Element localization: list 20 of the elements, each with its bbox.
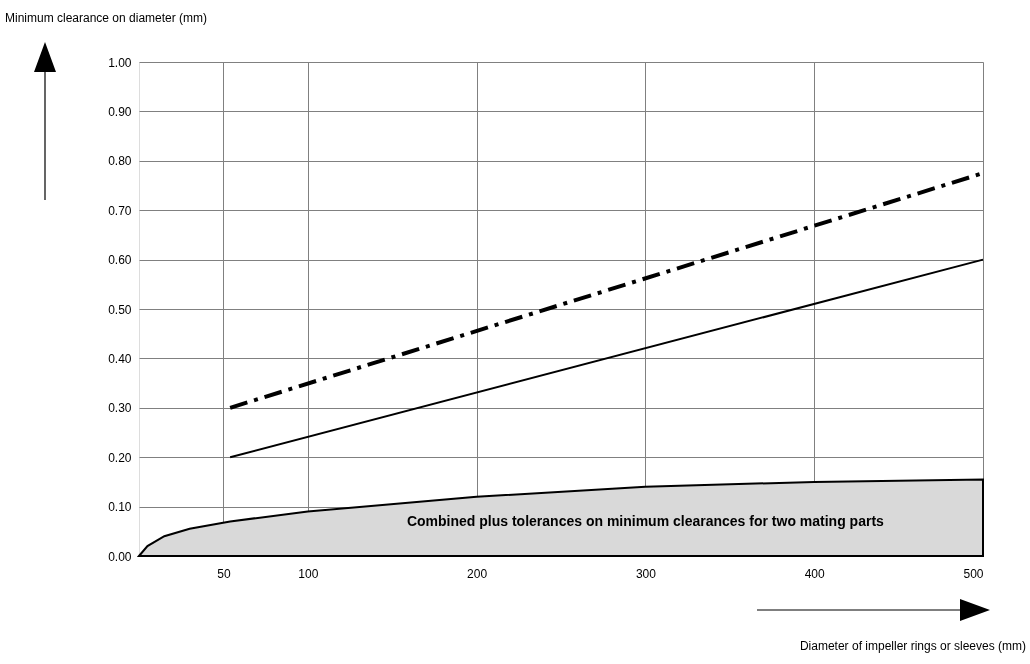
y-tick-label: 0.40 [108, 351, 132, 366]
x-tick-label: 50 [217, 566, 231, 581]
y-axis-title: Minimum clearance on diameter (mm) [5, 11, 208, 25]
y-tick-label: 0.70 [108, 203, 132, 218]
y-tick-label: 0.20 [108, 450, 132, 465]
x-tick-label: 400 [804, 566, 826, 581]
x-axis-title: Diameter of impeller rings or sleeves (mm) [799, 639, 1026, 653]
x-tick-label: 500 [963, 566, 984, 581]
y-tick-label: 0.30 [108, 401, 132, 416]
y-tick-label: 1.00 [108, 55, 132, 70]
y-tick-label: 0.60 [108, 253, 132, 268]
x-tick-label: 100 [298, 566, 319, 581]
x-tick-label: 200 [467, 566, 488, 581]
y-tick-label: 0.00 [108, 549, 132, 564]
y-tick-label: 0.90 [108, 104, 132, 119]
x-tick-label: 300 [635, 566, 657, 581]
y-tick-label: 0.80 [108, 154, 132, 169]
y-tick-label: 0.50 [108, 302, 132, 317]
series-label: Combined plus tolerances on minimum clearances for two mating parts [406, 512, 885, 529]
y-tick-label: 0.10 [108, 500, 132, 515]
